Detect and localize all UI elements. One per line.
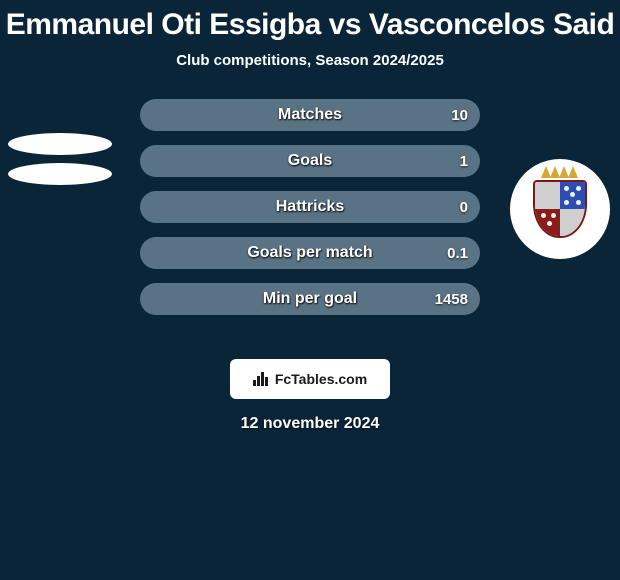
stats-area: Matches10Goals1Hattricks0Goals per match… (0, 99, 620, 349)
stat-right-value: 10 (451, 107, 468, 124)
stat-right-value: 0.1 (447, 245, 468, 262)
avatar-pill (8, 133, 112, 155)
right-player-crest (510, 159, 610, 259)
stat-right-value: 1458 (435, 291, 468, 308)
stat-label: Matches (140, 106, 480, 124)
stat-bar-row: Matches10 (140, 99, 480, 131)
stat-label: Min per goal (140, 290, 480, 308)
crest-shield (533, 180, 587, 238)
club-crest (510, 159, 610, 259)
stat-label: Goals per match (140, 244, 480, 262)
stat-label: Hattricks (140, 198, 480, 216)
attribution-text: FcTables.com (275, 371, 367, 387)
subtitle: Club competitions, Season 2024/2025 (0, 52, 620, 69)
stat-bar-row: Goals per match0.1 (140, 237, 480, 269)
stat-right-value: 1 (460, 153, 468, 170)
stat-bar-row: Min per goal1458 (140, 283, 480, 315)
stat-bar-row: Hattricks0 (140, 191, 480, 223)
avatar-pill (8, 163, 112, 185)
bar-chart-icon (253, 370, 271, 389)
stat-bars: Matches10Goals1Hattricks0Goals per match… (140, 99, 480, 329)
date-text: 12 november 2024 (0, 415, 620, 433)
left-player-avatar (10, 109, 110, 209)
crest-shape (533, 176, 587, 242)
page-title: Emmanuel Oti Essigba vs Vasconcelos Said (0, 0, 620, 42)
stat-bar-row: Goals1 (140, 145, 480, 177)
stat-right-value: 0 (460, 199, 468, 216)
attribution-badge: FcTables.com (230, 359, 390, 399)
crest-crown (541, 162, 579, 178)
stat-label: Goals (140, 152, 480, 170)
